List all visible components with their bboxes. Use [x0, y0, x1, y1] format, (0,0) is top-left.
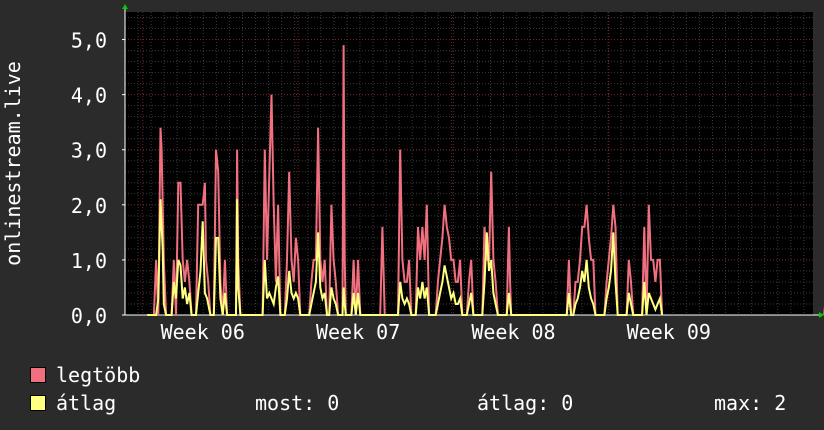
- legend-swatch-avg: [30, 395, 46, 411]
- stat-now: most: 0: [255, 391, 340, 415]
- y-tick-label: 4,0: [71, 84, 107, 108]
- stat-avg: átlag: 0: [477, 391, 574, 415]
- x-tick-label: Week 08: [471, 320, 555, 344]
- y-tick-label: 2,0: [71, 194, 107, 218]
- y-tick-label: 1,0: [71, 249, 107, 273]
- chart: 0,0 1,0 2,0 3,0 4,0 5,0 Week 06 Week 07 Week 08 W…: [1, 4, 824, 344]
- legend-label-max: legtöbb: [56, 363, 141, 387]
- legend-swatch-max: [30, 367, 46, 383]
- y-axis-arrow: [122, 4, 128, 9]
- legend-item-max: legtöbb: [30, 363, 140, 387]
- x-tick-label: Week 07: [316, 320, 400, 344]
- x-axis-arrow: [819, 312, 824, 318]
- y-tick-label: 0,0: [71, 304, 107, 328]
- y-axis-label: onlinestream.live: [1, 61, 25, 266]
- series-line-avg: [147, 199, 664, 316]
- stat-max: max: 2: [714, 391, 787, 415]
- x-tick-label: Week 06: [161, 320, 245, 344]
- legend-label-avg: átlag: [56, 391, 117, 415]
- y-tick-label: 3,0: [71, 139, 107, 163]
- legend-item-avg: átlag: [30, 391, 116, 415]
- x-tick-label: Week 09: [627, 320, 711, 344]
- y-tick-label: 5,0: [71, 29, 107, 53]
- plot-area: [125, 12, 813, 315]
